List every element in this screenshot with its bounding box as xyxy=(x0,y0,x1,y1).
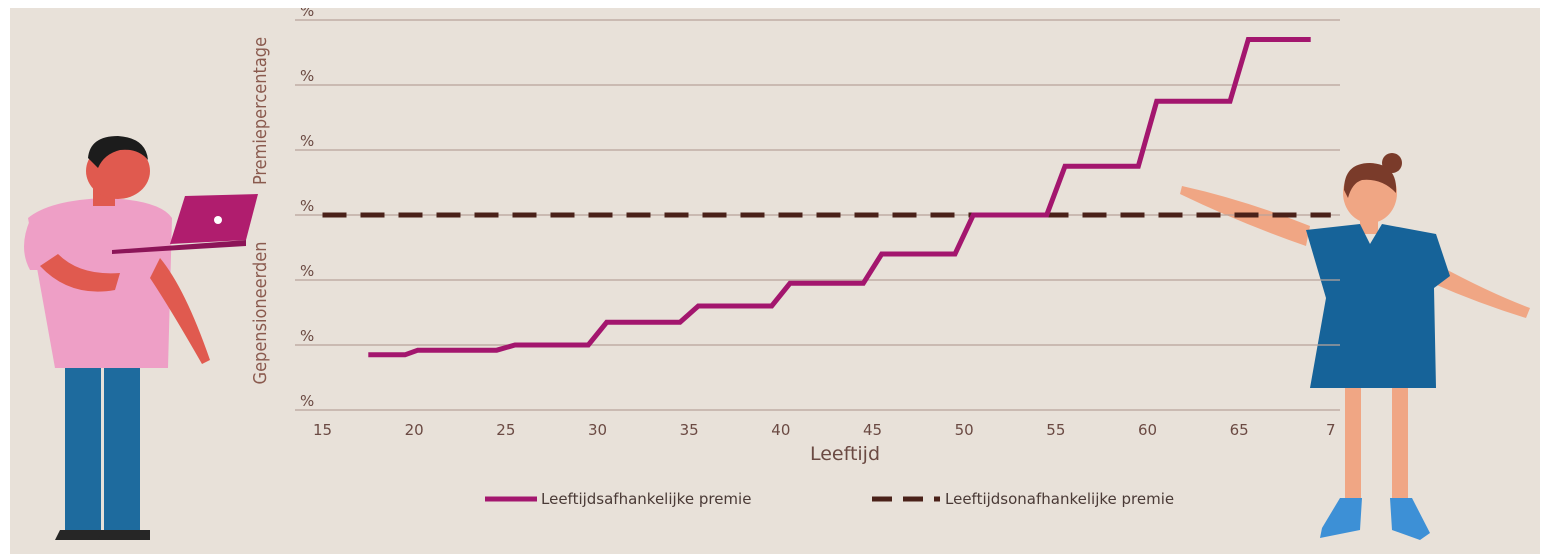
x-axis-title: Leeftijd xyxy=(810,443,880,465)
woman-pointing-illustration xyxy=(1180,153,1530,540)
legend: Leeftijdsafhankelijke premie Leeftijdson… xyxy=(485,490,1174,508)
x-tick-label: 7 xyxy=(1326,421,1336,439)
y-axis-title-line1: Gepensioneerden xyxy=(250,242,271,385)
series-line-age-dependent xyxy=(368,37,1311,358)
y-tick-label: % xyxy=(300,8,314,20)
x-tick-label: 40 xyxy=(771,421,790,439)
y-axis-title: Gepensioneerden Premiepercentage xyxy=(250,37,271,385)
x-tick-label: 55 xyxy=(1046,421,1065,439)
y-tick-label: % xyxy=(300,262,314,280)
x-tick-label: 50 xyxy=(955,421,974,439)
y-tick-label: % xyxy=(300,327,314,345)
x-tick-label: 30 xyxy=(588,421,607,439)
y-tick-label: % xyxy=(300,197,314,215)
gridlines xyxy=(295,19,1340,411)
chart-panel: %%%%%%% 15 20 25 30 35 40 45 50 55 60 65 7 Leeftijd… xyxy=(10,8,1540,554)
man-with-laptop-illustration xyxy=(24,136,258,540)
series-lines xyxy=(322,37,1331,358)
x-tick-label: 60 xyxy=(1138,421,1157,439)
x-tick-labels: 15 20 25 30 35 40 45 50 55 60 65 7 xyxy=(313,421,1336,439)
y-tick-label: % xyxy=(300,392,314,410)
x-tick-label: 15 xyxy=(313,421,332,439)
x-tick-label: 25 xyxy=(496,421,515,439)
y-tick-label: % xyxy=(300,132,314,150)
y-axis-title-line2: Premiepercentage xyxy=(250,37,271,185)
premium-age-chart: %%%%%%% 15 20 25 30 35 40 45 50 55 60 65 7 Leeftijd… xyxy=(24,8,1530,540)
legend-label-age-independent: Leeftijdsonafhankelijke premie xyxy=(945,490,1174,508)
y-tick-label: % xyxy=(300,67,314,85)
x-tick-label: 45 xyxy=(863,421,882,439)
y-tick-labels: %%%%%%% xyxy=(300,8,314,410)
x-tick-label: 35 xyxy=(680,421,699,439)
x-tick-label: 20 xyxy=(405,421,424,439)
x-tick-label: 65 xyxy=(1230,421,1249,439)
legend-label-age-dependent: Leeftijdsafhankelijke premie xyxy=(541,490,751,508)
